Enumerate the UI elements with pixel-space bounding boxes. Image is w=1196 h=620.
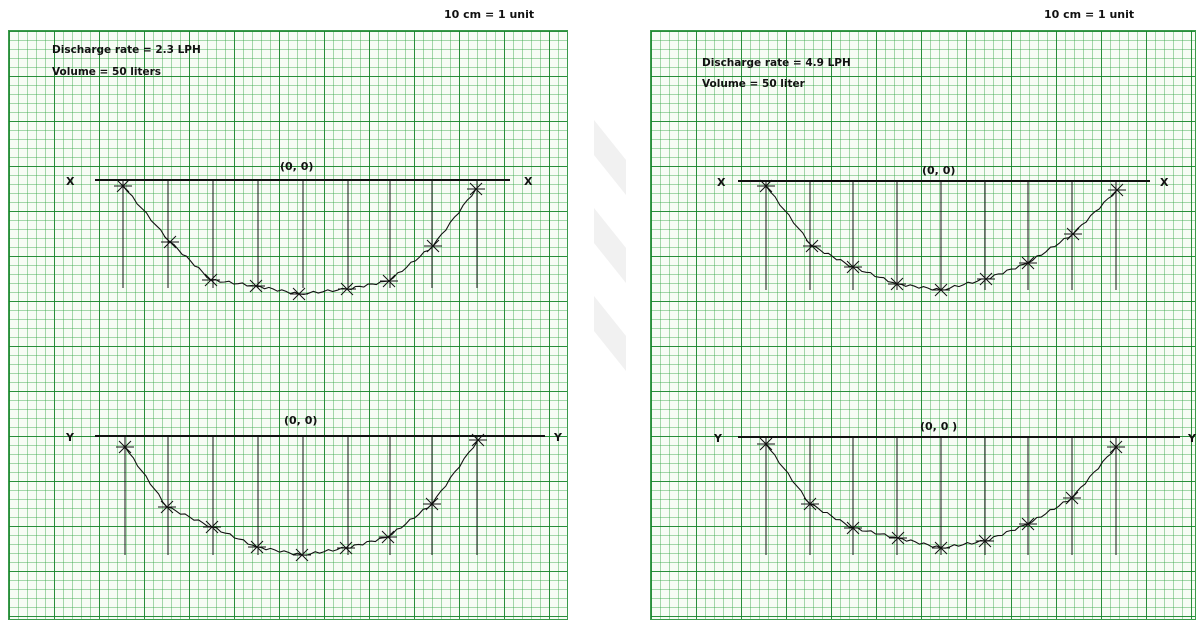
axis-label-right: X [524, 175, 533, 188]
measurement-star-marker [844, 260, 862, 274]
wetting-front-curve [122, 185, 477, 295]
scale-note-right: 10 cm = 1 unit [1044, 8, 1135, 21]
axis-label-left: Y [713, 432, 723, 445]
measurement-star-marker [247, 279, 265, 293]
measurement-star-marker [976, 534, 994, 548]
measurement-star-marker [338, 282, 356, 296]
axis-label-right: Y [553, 431, 563, 444]
measurement-star-marker [803, 239, 821, 253]
graph-paper-right [650, 30, 1196, 620]
graph-paper-left [8, 30, 568, 620]
measurement-star-marker [293, 548, 311, 562]
measurement-star-marker [158, 500, 176, 514]
volume-right: Volume = 50 liter [702, 78, 805, 90]
measurement-star-marker [801, 497, 819, 511]
measurement-star-marker [469, 433, 487, 447]
measurement-star-marker [932, 283, 950, 297]
measurement-star-marker [1064, 227, 1082, 241]
measurement-star-marker [203, 520, 221, 534]
profile-right-x: X X (0, 0) [717, 164, 1169, 297]
origin-label: (0, 0) [922, 164, 955, 177]
measurement-star-marker [1107, 440, 1125, 454]
measurement-star-marker [1108, 183, 1126, 197]
measurement-star-marker [977, 272, 995, 286]
measurement-star-marker [423, 497, 441, 511]
measurement-star-marker [467, 182, 485, 196]
measurement-star-marker [161, 235, 179, 249]
volume-left: Volume = 50 liters [52, 66, 162, 78]
measurement-star-marker [1019, 517, 1037, 531]
measurement-star-marker [932, 541, 950, 555]
measurement-star-marker [757, 179, 775, 193]
measurement-star-marker [337, 541, 355, 555]
scale-note-left: 10 cm = 1 unit [444, 8, 535, 21]
origin-label: (0, 0) [280, 160, 313, 173]
wetting-front-curve [124, 439, 479, 556]
axis-label-left: X [66, 175, 75, 188]
axis-label-right: X [1160, 176, 1169, 189]
profile-left-x: X X (0, 0) [66, 160, 533, 301]
profile-right-y: Y Y (0, 0 ) [713, 420, 1196, 555]
profile-left-y: Y Y (0, 0) [65, 414, 563, 562]
origin-label: (0, 0 ) [920, 420, 957, 433]
measurement-star-marker [757, 437, 775, 451]
discharge-rate-left: Discharge rate = 2.3 LPH [52, 44, 201, 56]
measurement-star-marker [116, 440, 134, 454]
measurement-star-marker [1019, 256, 1037, 270]
origin-label: (0, 0) [284, 414, 317, 427]
axis-label-right: Y [1187, 432, 1196, 445]
measurement-star-marker [888, 277, 906, 291]
measurement-star-marker [424, 239, 442, 253]
measurement-star-marker [889, 531, 907, 545]
measurement-star-marker [1063, 491, 1081, 505]
axis-label-left: X [717, 176, 726, 189]
measurement-star-marker [844, 521, 862, 535]
axis-label-left: Y [65, 431, 75, 444]
measurement-star-marker [114, 179, 132, 193]
measurement-star-marker [380, 274, 398, 288]
discharge-rate-right: Discharge rate = 4.9 LPH [702, 57, 851, 69]
measurement-star-marker [379, 530, 397, 544]
measurement-star-marker [248, 540, 266, 554]
measurement-star-marker [290, 287, 308, 301]
watermark-chevrons [594, 120, 626, 371]
measurement-star-marker [202, 273, 220, 287]
